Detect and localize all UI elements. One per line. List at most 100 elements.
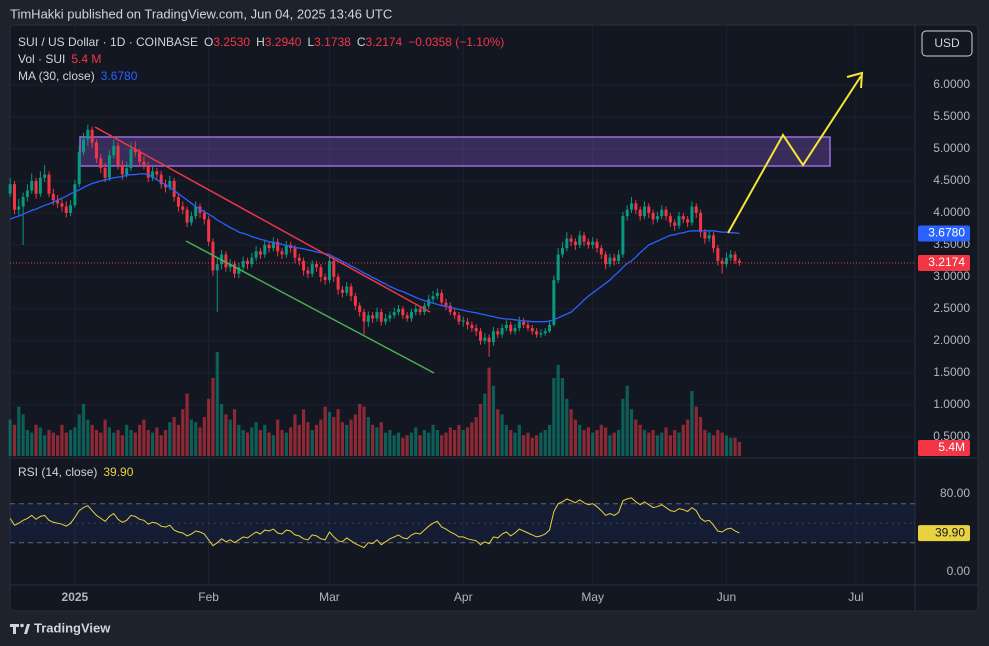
- candle-body: [241, 260, 245, 268]
- volume-bar: [457, 424, 461, 456]
- candle-body: [125, 168, 129, 175]
- volume-bar: [159, 435, 163, 456]
- candle-body: [409, 312, 413, 319]
- volume-bar: [647, 432, 651, 456]
- candle-body: [453, 312, 457, 316]
- volume-bar: [409, 432, 414, 456]
- volume-bar: [77, 414, 81, 456]
- indicator-lines: [9, 173, 915, 549]
- volume-pane: [8, 352, 741, 456]
- volume-bar: [245, 432, 250, 456]
- currency-label[interactable]: USD: [934, 36, 960, 50]
- price-tag-label: 39.90: [935, 525, 965, 539]
- candle-body: [267, 244, 271, 249]
- volume-bar: [651, 430, 655, 456]
- volume-bar: [733, 437, 737, 456]
- candle-body: [237, 267, 241, 274]
- candle-body: [73, 184, 77, 206]
- candle-body: [694, 206, 698, 213]
- volume-bar: [604, 427, 608, 456]
- volume-bar: [30, 432, 34, 456]
- candle-body: [474, 328, 478, 332]
- candle-body: [327, 260, 331, 281]
- projection-arrow: [727, 75, 862, 234]
- volume-bar: [729, 437, 733, 456]
- candle-body: [543, 331, 547, 334]
- volume-bar: [444, 432, 448, 456]
- legend-ma: MA (30, close) 3.6780: [18, 69, 138, 83]
- candle-body: [513, 328, 517, 332]
- x-tick-label: Jun: [717, 590, 736, 604]
- volume-bar: [163, 430, 168, 456]
- volume-bar: [401, 437, 405, 456]
- candle-body: [483, 337, 487, 341]
- candle-body: [491, 331, 495, 343]
- candle-body: [133, 148, 137, 153]
- price-tag-label: 3.6780: [928, 226, 965, 240]
- x-tick-label: Mar: [319, 590, 340, 604]
- candle-body: [414, 308, 418, 313]
- candle-body: [86, 129, 90, 140]
- volume-bar: [612, 432, 616, 456]
- volume-bar: [349, 419, 353, 456]
- volume-bar: [90, 424, 94, 456]
- volume-bar: [608, 435, 612, 456]
- volume-bar: [224, 414, 228, 456]
- volume-bar: [448, 427, 452, 456]
- candle-body: [233, 264, 237, 274]
- candle-body: [621, 216, 625, 255]
- ma-name: MA (30, close): [18, 69, 95, 83]
- price-tag-label: 3.2174: [928, 255, 965, 269]
- volume-bar: [435, 430, 439, 456]
- candle-body: [112, 145, 116, 156]
- price-tags: 3.6780 3.2174 5.4M 39.90: [918, 225, 970, 542]
- volume-bar: [116, 430, 120, 456]
- logo-slash: [24, 624, 30, 634]
- candle-body: [522, 321, 526, 325]
- volume-bar: [34, 424, 38, 456]
- volume-bar: [578, 424, 582, 456]
- candle-body: [138, 152, 142, 162]
- candle-body: [612, 257, 616, 261]
- candle-body: [181, 206, 185, 210]
- rsi-tick-label: 0.00: [947, 564, 971, 578]
- candle-body: [99, 158, 103, 169]
- volume-bar: [690, 391, 694, 456]
- candle-body: [310, 264, 314, 274]
- candles: [8, 124, 741, 357]
- candle-body: [595, 241, 599, 249]
- candle-body: [573, 241, 577, 245]
- candle-body: [151, 171, 155, 178]
- candle-body: [345, 286, 349, 293]
- currency-button[interactable]: [921, 30, 973, 57]
- o-value: 3.2530: [213, 35, 250, 49]
- volume-bar: [250, 427, 254, 456]
- candle-body: [306, 270, 310, 274]
- symbol: SUI / US Dollar · 1D · COINBASE: [18, 35, 198, 49]
- volume-bar: [383, 432, 388, 456]
- volume-bar: [591, 432, 595, 456]
- volume-bar: [120, 435, 124, 456]
- volume-bar: [556, 365, 560, 456]
- volume-bar: [297, 424, 301, 456]
- candle-body: [375, 312, 379, 319]
- brand: TradingView: [34, 620, 111, 635]
- y-tick-label: 2.0000: [933, 333, 970, 347]
- volume-bar: [388, 430, 392, 456]
- candle-body: [526, 324, 530, 329]
- volume-bar: [47, 430, 51, 456]
- volume-name: Vol · SUI: [18, 52, 65, 66]
- volume-bar: [371, 424, 375, 456]
- y-tick-label: 1.0000: [933, 397, 970, 411]
- volume-bar: [237, 424, 241, 456]
- candle-body: [457, 315, 461, 322]
- candle-body: [668, 216, 672, 223]
- candle-body: [103, 168, 107, 178]
- candle-body: [202, 212, 206, 220]
- candle-body: [500, 328, 504, 335]
- candle-body: [707, 235, 711, 239]
- volume-bar: [310, 430, 314, 456]
- candle-body: [716, 248, 720, 261]
- candle-body: [642, 206, 646, 217]
